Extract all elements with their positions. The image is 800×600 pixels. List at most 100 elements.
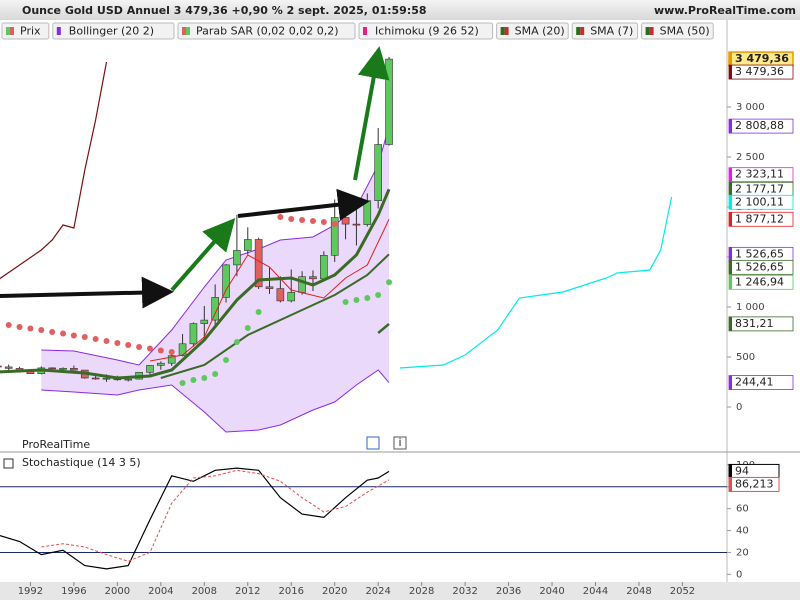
candle-body bbox=[4, 366, 13, 369]
legend-swatch bbox=[186, 27, 190, 35]
stoch-line bbox=[0, 467, 390, 570]
sar-dot bbox=[136, 344, 143, 350]
bollinger-fill bbox=[41, 126, 390, 432]
info-icon[interactable] bbox=[393, 436, 407, 450]
candle-body bbox=[211, 297, 219, 321]
header-bar bbox=[0, 0, 800, 20]
price-label: 1 877,12 bbox=[735, 212, 784, 225]
x-tick-label: 1992 bbox=[18, 586, 43, 597]
candle-body bbox=[222, 264, 230, 298]
legend-button[interactable] bbox=[177, 22, 356, 40]
sar-dot bbox=[168, 349, 175, 355]
info-glyph: i bbox=[398, 436, 401, 449]
header-title: Ounce Gold USD Annuel 3 479,36 +0,90 % 2… bbox=[22, 4, 427, 17]
x-tick-label: 2004 bbox=[148, 586, 173, 597]
indicator-line bbox=[160, 253, 390, 379]
price-label-tag bbox=[729, 247, 732, 262]
x-tick-label: 1996 bbox=[61, 586, 86, 597]
candle-body bbox=[102, 377, 111, 380]
candle-body bbox=[287, 292, 296, 302]
sar-dot bbox=[277, 214, 284, 220]
sar-dot bbox=[70, 332, 77, 339]
x-tick-label: 2032 bbox=[452, 586, 477, 597]
notes-icon[interactable] bbox=[366, 436, 380, 450]
candle-body bbox=[352, 223, 361, 226]
price-label-tag bbox=[729, 375, 732, 390]
panel-title: Stochastique (14 3 5) bbox=[22, 456, 141, 469]
price-label: 2 177,17 bbox=[735, 182, 784, 195]
bollinger-lower bbox=[41, 369, 390, 433]
x-tick-label: 2036 bbox=[496, 586, 521, 597]
candle-body bbox=[341, 217, 350, 225]
watermark: ProRealTime bbox=[22, 438, 90, 451]
price-label: 3 479,36 bbox=[735, 65, 784, 78]
legend-button[interactable] bbox=[52, 22, 175, 40]
legend-swatch bbox=[10, 27, 14, 35]
sar-dot bbox=[92, 336, 99, 342]
price-label: 1 526,65 bbox=[735, 247, 784, 260]
sar-dot bbox=[27, 325, 34, 332]
price-label: 3 479,36 bbox=[735, 52, 789, 65]
sar-dot bbox=[288, 216, 295, 222]
indicator-line bbox=[377, 322, 390, 334]
sar-dot bbox=[81, 334, 88, 340]
annotations bbox=[0, 46, 390, 309]
y-tick-label: 60 bbox=[736, 504, 749, 515]
sar-dot bbox=[364, 295, 371, 301]
sar-dot bbox=[331, 221, 338, 227]
price-label-tag bbox=[729, 260, 732, 275]
candle-body bbox=[320, 255, 328, 280]
legend-swatch bbox=[504, 27, 509, 35]
price-label-tag bbox=[729, 316, 732, 331]
value-label: 94 bbox=[735, 464, 749, 477]
legend-swatch bbox=[56, 27, 61, 35]
legend-label: Bollinger (20 2) bbox=[69, 25, 154, 38]
sar-dot bbox=[320, 219, 327, 225]
price-label: 244,41 bbox=[735, 376, 774, 389]
legend-button[interactable] bbox=[358, 22, 494, 40]
sar-dot bbox=[309, 218, 316, 224]
sar-dot bbox=[201, 375, 208, 381]
sar-dot bbox=[103, 338, 110, 344]
sar-dot bbox=[125, 342, 132, 348]
legend-swatch bbox=[182, 27, 186, 35]
y-tick-label: 0 bbox=[736, 569, 742, 580]
x-tick-label: 2000 bbox=[105, 586, 130, 597]
sar-dot bbox=[233, 339, 240, 345]
candle-body bbox=[0, 365, 2, 368]
indicator-line bbox=[149, 219, 390, 362]
candle-body bbox=[309, 276, 317, 280]
y-tick-label: 500 bbox=[736, 352, 755, 363]
indicator-line bbox=[0, 188, 391, 380]
legend-label: SMA (50) bbox=[660, 25, 710, 38]
price-label-tag bbox=[729, 119, 732, 134]
x-tick-label: 2040 bbox=[539, 586, 564, 597]
x-tick-label: 2044 bbox=[583, 586, 608, 597]
price-label: 2 323,11 bbox=[735, 168, 784, 181]
y-tick-label: 40 bbox=[736, 526, 749, 537]
legend-label: Prix bbox=[20, 25, 41, 38]
x-tick-label: 2012 bbox=[235, 586, 260, 597]
sar-dot bbox=[157, 347, 164, 354]
legend-button[interactable] bbox=[496, 22, 569, 40]
candle-body bbox=[385, 58, 393, 145]
legend-swatch bbox=[580, 27, 585, 35]
legend-swatch bbox=[363, 27, 367, 35]
y-tick-label: 0 bbox=[736, 402, 742, 413]
site-link[interactable]: www.ProRealTime.com bbox=[654, 4, 796, 17]
legend-button[interactable] bbox=[571, 22, 639, 40]
y-tick-label: 1 000 bbox=[736, 302, 765, 313]
indicator-line bbox=[399, 196, 673, 369]
x-tick-label: 2008 bbox=[192, 586, 217, 597]
value-label: 86,213 bbox=[735, 477, 774, 490]
price-label: 1 246,94 bbox=[735, 275, 784, 288]
candle-body bbox=[48, 367, 56, 370]
legend-button[interactable] bbox=[641, 22, 714, 40]
price-label: 831,21 bbox=[735, 317, 774, 330]
candle-body bbox=[189, 323, 198, 345]
price-label-tag bbox=[729, 52, 732, 67]
sar-dot bbox=[16, 324, 23, 330]
y-tick-label: 3 000 bbox=[736, 102, 765, 113]
candle-body bbox=[200, 319, 209, 324]
x-tick-label: 2052 bbox=[670, 586, 695, 597]
